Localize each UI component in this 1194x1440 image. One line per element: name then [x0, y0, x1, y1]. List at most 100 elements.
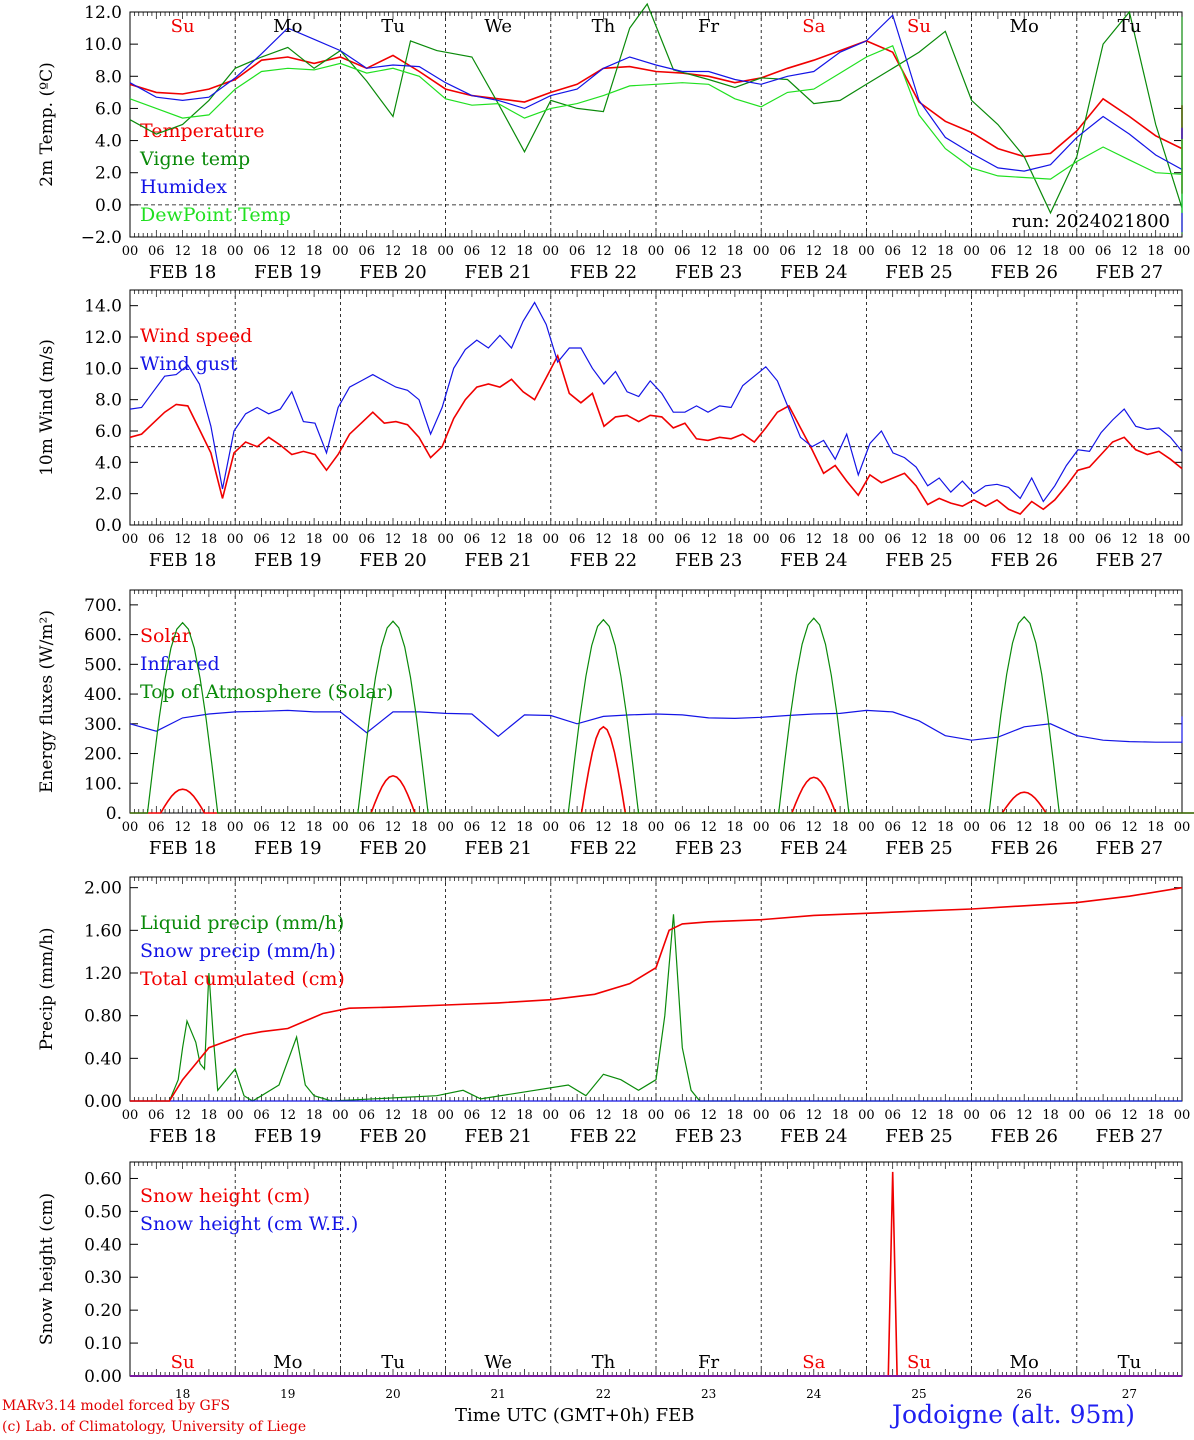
hour-tick-label: 06 — [779, 532, 796, 547]
hour-tick-label: 12 — [1121, 244, 1138, 259]
series-line — [129, 2, 1183, 234]
hour-tick-label: 06 — [674, 244, 691, 259]
date-label: FEB 26 — [990, 838, 1057, 859]
station-name: Jodoigne (alt. 95m) — [892, 1400, 1135, 1429]
hour-tick-label: 18 — [832, 532, 849, 547]
hour-tick-label: 12 — [385, 1108, 402, 1123]
date-label: FEB 20 — [359, 838, 426, 859]
hour-tick-label: 06 — [779, 1108, 796, 1123]
hour-tick-label: 00 — [753, 244, 770, 259]
date-label: FEB 22 — [570, 550, 637, 571]
weekday-label: Fr — [698, 1352, 719, 1373]
hour-tick-label: 12 — [174, 1108, 191, 1123]
hour-tick-label: 12 — [280, 820, 297, 835]
hour-tick-label: 18 — [1042, 820, 1059, 835]
credit-lab: (c) Lab. of Climatology, University of L… — [2, 1419, 307, 1435]
hour-tick-label: 18 — [727, 820, 744, 835]
hour-tick-label: 18 — [516, 1108, 533, 1123]
hour-tick-label: 06 — [253, 820, 270, 835]
weekday-label: Su — [171, 1352, 195, 1373]
hour-tick-label: 00 — [1069, 532, 1086, 547]
y-tick-label: 0.0 — [95, 516, 122, 536]
hour-tick-label: 12 — [490, 532, 507, 547]
hour-tick-label: 00 — [122, 820, 139, 835]
y-tick-label: 2.00 — [84, 879, 122, 899]
hour-tick-label: 00 — [332, 1108, 349, 1123]
weekday-label: Su — [171, 16, 195, 37]
weekday-label: Su — [907, 1352, 931, 1373]
y-axis-label: Snow height (cm) — [37, 1193, 57, 1345]
hour-tick-label: 06 — [990, 532, 1007, 547]
hour-tick-label: 12 — [490, 1108, 507, 1123]
weekday-label: Mo — [1010, 1352, 1039, 1373]
date-label: FEB 23 — [675, 1126, 742, 1147]
hour-tick-label: 12 — [595, 244, 612, 259]
hour-tick-label: 00 — [332, 820, 349, 835]
hour-tick-label: 12 — [174, 244, 191, 259]
hour-tick-label: 00 — [858, 820, 875, 835]
hour-tick-label: 12 — [385, 532, 402, 547]
legend-entry: Wind speed — [140, 325, 252, 347]
hour-tick-label: 12 — [700, 532, 717, 547]
hour-tick-label: 06 — [358, 820, 375, 835]
date-label: FEB 18 — [149, 1126, 216, 1147]
y-tick-label: 4.0 — [95, 453, 122, 473]
y-tick-label: 400. — [84, 685, 122, 705]
hour-tick-label: 00 — [963, 1108, 980, 1123]
hour-tick-label: 06 — [569, 820, 586, 835]
series-line — [130, 615, 1194, 814]
hour-tick-label: 12 — [700, 820, 717, 835]
date-label: FEB 21 — [464, 262, 531, 283]
hour-tick-label: 00 — [858, 244, 875, 259]
hour-tick-label: 06 — [990, 820, 1007, 835]
hour-tick-label: 18 — [1147, 244, 1164, 259]
hour-tick-label: 18 — [621, 244, 638, 259]
hour-tick-label: 12 — [595, 532, 612, 547]
date-label: FEB 20 — [359, 550, 426, 571]
panel-4: 0.60 0.50 0.40 0.30 0.20 0.10 0.00 Snow height … — [37, 1161, 1183, 1401]
hour-tick-label: 00 — [648, 1108, 665, 1123]
hour-tick-label: 06 — [990, 244, 1007, 259]
day-number: 21 — [491, 1387, 506, 1401]
date-label: FEB 20 — [359, 1126, 426, 1147]
hour-tick-label: 18 — [306, 820, 323, 835]
date-label: FEB 27 — [1096, 1126, 1163, 1147]
hour-tick-label: 00 — [963, 532, 980, 547]
date-label: FEB 21 — [464, 1126, 531, 1147]
hour-tick-label: 00 — [1069, 1108, 1086, 1123]
date-label: FEB 25 — [885, 838, 952, 859]
legend-entry: Vigne temp — [139, 148, 250, 170]
hour-tick-label: 00 — [332, 532, 349, 547]
hour-tick-label: 18 — [201, 244, 218, 259]
hour-tick-label: 12 — [1016, 820, 1033, 835]
series-line — [129, 709, 1183, 744]
legend-entry: Snow precip (mm/h) — [140, 940, 336, 962]
hour-tick-label: 06 — [358, 532, 375, 547]
date-label: FEB 23 — [675, 838, 742, 859]
y-tick-label: 0.10 — [84, 1334, 122, 1354]
panel-0: 12.0 10.0 8.0 6.0 4.0 2.0 0.0 −2.0 2m Temp. (ºC)… — [37, 2, 1190, 283]
date-label: FEB 26 — [990, 262, 1057, 283]
date-label: FEB 19 — [254, 550, 321, 571]
hour-tick-label: 06 — [779, 820, 796, 835]
hour-tick-label: 00 — [543, 1108, 560, 1123]
day-number: 19 — [280, 1387, 295, 1401]
hour-tick-label: 06 — [884, 532, 901, 547]
hour-tick-label: 12 — [174, 820, 191, 835]
hour-tick-label: 12 — [1121, 1108, 1138, 1123]
legend-entry: Top of Atmosphere (Solar) — [140, 681, 393, 703]
y-tick-label: 0.30 — [84, 1268, 122, 1288]
date-label: FEB 24 — [780, 1126, 847, 1147]
legend-entry: DewPoint Temp — [140, 204, 291, 226]
weekday-label: We — [484, 1352, 512, 1373]
hour-tick-label: 18 — [621, 820, 638, 835]
date-label: FEB 19 — [254, 1126, 321, 1147]
date-label: FEB 24 — [780, 838, 847, 859]
weekday-label: Mo — [273, 1352, 302, 1373]
hour-tick-label: 18 — [727, 1108, 744, 1123]
hour-tick-label: 12 — [911, 820, 928, 835]
y-tick-label: 1.20 — [84, 964, 122, 984]
y-tick-label: 0.50 — [84, 1202, 122, 1222]
y-tick-label: 500. — [84, 655, 122, 675]
